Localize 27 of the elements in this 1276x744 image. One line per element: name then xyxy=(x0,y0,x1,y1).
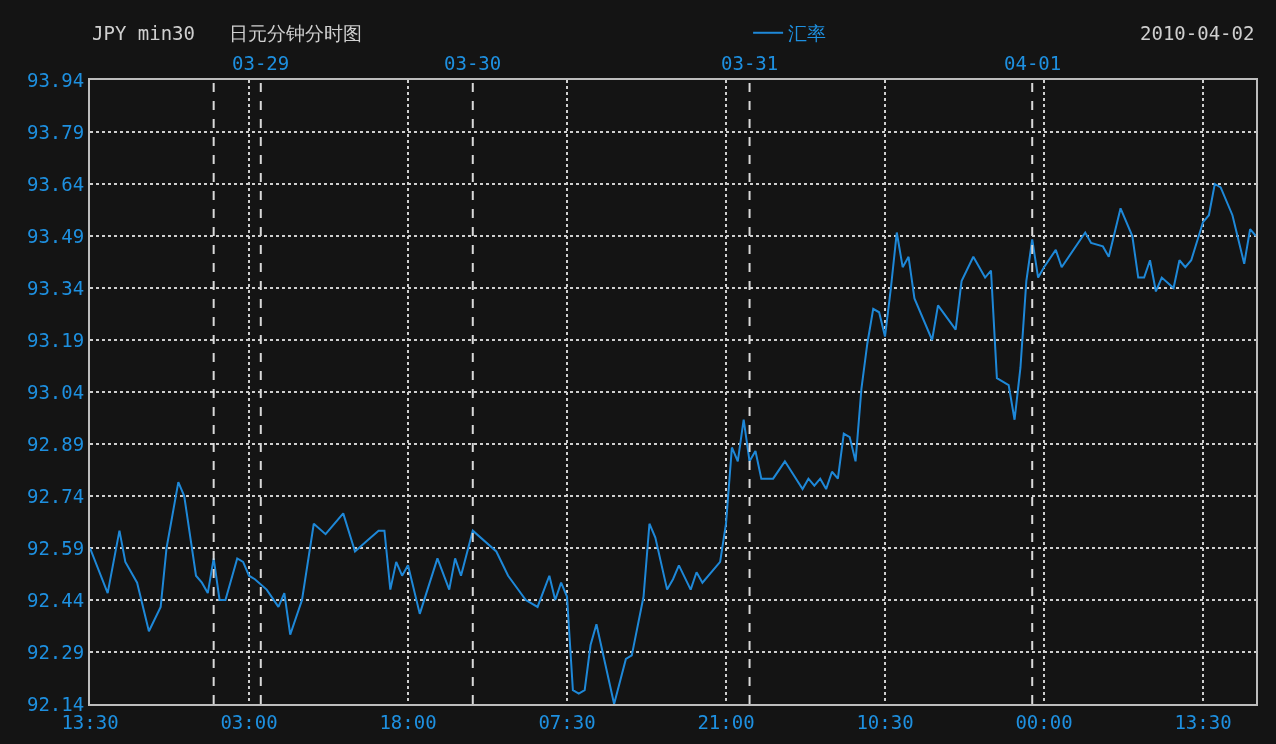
text: 03-31 xyxy=(721,52,779,74)
x-tick-label: 21:00 xyxy=(697,710,755,733)
legend-label: 汇率 xyxy=(788,22,827,45)
text: 03-30 xyxy=(444,52,502,74)
y-tick-label: 92.89 xyxy=(27,432,85,455)
x-tick-label: 03:00 xyxy=(220,710,278,733)
y-tick-label: 92.59 xyxy=(27,536,85,559)
x-tick-label: 07:30 xyxy=(538,710,596,733)
y-tick-label: 93.94 xyxy=(27,68,85,91)
text: 2010-04-02 xyxy=(1140,22,1255,44)
y-tick-label: 92.29 xyxy=(27,640,85,663)
y-tick-label: 93.64 xyxy=(27,172,85,195)
y-tick-label: 92.44 xyxy=(27,588,85,611)
text: 03-29 xyxy=(232,52,290,74)
chart-title: JPY min30 日元分钟分时图 xyxy=(92,22,363,44)
y-tick-label: 93.34 xyxy=(27,276,85,299)
x-tick-label: 00:00 xyxy=(1015,710,1073,733)
y-tick-label: 93.79 xyxy=(27,120,85,143)
x-tick-label: 13:30 xyxy=(1174,710,1232,733)
x-tick-label: 10:30 xyxy=(856,710,914,733)
x-tick-label: 18:00 xyxy=(379,710,437,733)
y-tick-label: 93.49 xyxy=(27,224,85,247)
y-tick-label: 92.74 xyxy=(27,484,85,507)
line-series xyxy=(90,183,1256,704)
y-tick-label: 93.19 xyxy=(27,328,85,351)
y-tick-label: 93.04 xyxy=(27,380,85,403)
text: 04-01 xyxy=(1004,52,1062,74)
